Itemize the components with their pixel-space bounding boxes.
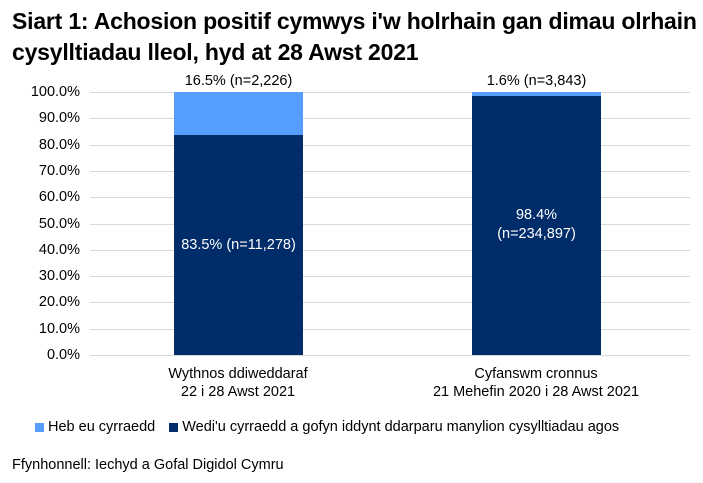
source-note: Ffynhonnell: Iechyd a Gofal Digidol Cymr…	[12, 457, 284, 473]
legend-item-wedi: Wedi'u cyrraedd a gofyn iddynt ddarparu …	[169, 419, 619, 435]
segment-heb-eu-cyrraedd	[472, 92, 601, 97]
gridline	[90, 197, 690, 199]
legend: Heb eu cyrraedd Wedi'u cyrraedd a gofyn …	[35, 419, 633, 435]
y-tick: 80.0%	[38, 136, 80, 153]
gridline	[90, 223, 690, 225]
gridline	[90, 170, 690, 172]
legend-label: Wedi'u cyrraedd a gofyn iddynt ddarparu …	[182, 419, 620, 435]
y-tick: 60.0%	[38, 189, 80, 206]
x-axis-line	[90, 355, 690, 356]
segment-heb-eu-cyrraedd	[174, 92, 303, 136]
y-tick: 30.0%	[38, 268, 80, 285]
gridline	[90, 276, 690, 278]
chart-title: Siart 1: Achosion positif cymwys i'w hol…	[12, 8, 697, 65]
y-tick: 0.0%	[46, 347, 80, 363]
gridline	[90, 249, 690, 251]
bar-wythnos-ddiweddaraf: 16.5% (n=2,226) 83.5% (n=11,278)	[174, 73, 303, 355]
legend-label: Heb eu cyrraedd	[48, 419, 156, 435]
gridline	[90, 92, 690, 93]
y-tick: 50.0%	[38, 215, 80, 232]
x-label-line2: 22 i 28 Awst 2021	[180, 384, 296, 400]
gridline	[90, 144, 690, 146]
y-tick: 10.0%	[38, 320, 80, 337]
data-label-bottom: 83.5% (n=11,278)	[181, 237, 296, 253]
x-label-line2: 21 Mehefin 2020 i 28 Awst 2021	[432, 384, 640, 400]
y-tick: 100.0%	[30, 84, 80, 100]
data-label-bottom-line2: (n=234,897)	[497, 226, 576, 242]
gridline	[90, 302, 690, 304]
y-tick: 70.0%	[38, 162, 80, 179]
x-label-wythnos: Wythnos ddiweddaraf 22 i 28 Awst 2021	[88, 365, 388, 401]
data-label-top: 1.6% (n=3,843)	[486, 73, 587, 89]
bar-cyfanswm-cronnus: 1.6% (n=3,843) 98.4% (n=234,897)	[472, 73, 601, 355]
y-tick: 20.0%	[38, 294, 80, 311]
legend-swatch-icon	[35, 422, 44, 432]
x-label-line1: Cyfanswm cronnus	[474, 366, 598, 382]
plot-area: 16.5% (n=2,226) 83.5% (n=11,278) 1.6% (n…	[90, 73, 690, 356]
legend-item-heb: Heb eu cyrraedd	[35, 419, 155, 435]
legend-swatch-icon	[169, 422, 179, 432]
gridline	[90, 328, 690, 330]
data-label-bottom: 98.4%	[515, 207, 558, 223]
x-label-cyfanswm: Cyfanswm cronnus 21 Mehefin 2020 i 28 Aw…	[386, 365, 686, 401]
segment-wedi-eu-cyrraedd	[472, 96, 601, 355]
x-label-line1: Wythnos ddiweddaraf	[168, 366, 308, 382]
data-label-top: 16.5% (n=2,226)	[184, 73, 293, 89]
y-tick: 90.0%	[38, 110, 80, 127]
gridline	[90, 118, 690, 120]
y-tick: 40.0%	[38, 241, 80, 258]
segment-wedi-eu-cyrraedd	[174, 135, 303, 355]
